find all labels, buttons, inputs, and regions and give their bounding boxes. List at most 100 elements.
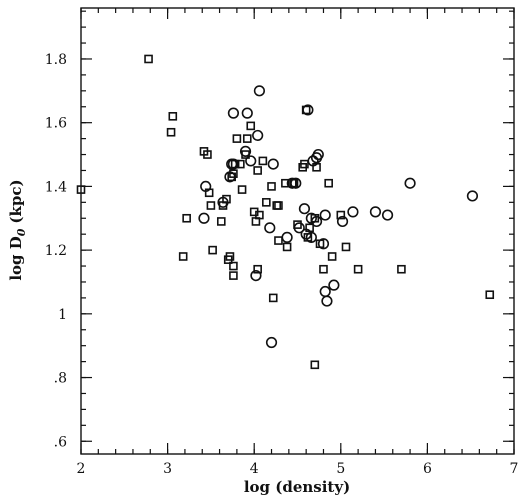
circle-marker <box>336 215 349 228</box>
x-tick-label: 4 <box>250 461 259 477</box>
y-axis-label-unit: (kpc) <box>7 179 25 223</box>
x-tick-label: 5 <box>336 461 345 477</box>
major-ticks <box>80 8 515 454</box>
circle-marker <box>290 177 302 189</box>
x-tick-labels: 2 3 4 5 6 7 <box>77 461 519 477</box>
circle-marker <box>252 129 264 142</box>
circle-marker <box>404 177 416 189</box>
circle-marker <box>466 190 479 202</box>
circle-marker <box>227 107 240 119</box>
square-marker <box>253 264 262 274</box>
square-marker <box>258 156 268 166</box>
square-marker <box>300 159 309 169</box>
square-marker <box>222 194 231 204</box>
circle-marker <box>245 155 257 167</box>
square-marker <box>182 213 191 223</box>
square-marker <box>166 127 176 137</box>
y-tick-label: 1.8 <box>45 52 67 68</box>
square-marker <box>324 178 333 188</box>
x-tick-label: 6 <box>423 461 432 477</box>
square-marker <box>232 134 242 143</box>
square-marker <box>397 264 406 274</box>
y-tick-label: 1.4 <box>45 179 67 195</box>
circle-marker <box>317 238 330 250</box>
circle-marker <box>298 203 311 215</box>
circle-marker <box>302 104 314 116</box>
minor-ticks <box>80 8 515 454</box>
y-tick-label: 1.6 <box>45 116 67 132</box>
y-axis-label-main: log D <box>7 236 25 280</box>
circle-marker <box>198 212 210 224</box>
circle-marker <box>312 148 324 161</box>
square-marker <box>178 252 188 261</box>
square-marker <box>208 245 217 255</box>
square-marker <box>267 182 276 191</box>
circle-marker <box>293 222 305 234</box>
y-tick-labels: .6 .8 1 1.2 1.4 1.6 1.8 <box>45 52 67 450</box>
square-marker <box>319 264 328 274</box>
circle-marker <box>265 336 278 349</box>
square-marker <box>144 54 153 64</box>
square-marker <box>336 210 346 220</box>
circle-marker <box>200 180 212 192</box>
circle-marker <box>286 177 298 189</box>
circle-marker <box>241 107 253 119</box>
circle-marker <box>305 231 317 243</box>
square-marker <box>327 252 337 261</box>
square-marker <box>225 252 235 261</box>
square-marker <box>229 271 238 280</box>
circle-marker <box>328 279 340 291</box>
square-marker <box>242 134 252 143</box>
circle-marker <box>319 285 331 298</box>
y-tick-label: 1.2 <box>45 243 67 259</box>
circle-marker <box>319 209 331 221</box>
circle-marker <box>227 158 240 170</box>
data-markers <box>76 54 495 370</box>
x-tick-label: 7 <box>510 461 519 477</box>
y-tick-label: .8 <box>54 371 67 387</box>
square-marker <box>310 360 320 370</box>
square-marker <box>274 236 283 245</box>
circle-marker <box>310 215 323 228</box>
plot-frame <box>80 7 515 455</box>
square-marker <box>268 293 278 303</box>
y-axis-label: log D0 (kpc) <box>7 179 28 280</box>
square-marker <box>255 210 264 220</box>
y-tick-label: 1 <box>58 307 67 323</box>
circle-marker <box>253 85 265 97</box>
circle-marker <box>321 295 333 307</box>
y-axis-label-subscript: 0 <box>15 228 28 236</box>
circle-marker <box>347 206 359 218</box>
square-marker <box>341 242 351 252</box>
square-marker <box>168 112 178 121</box>
square-marker <box>253 166 262 175</box>
square-marker <box>229 169 238 178</box>
square-marker <box>229 261 238 271</box>
square-marker <box>293 220 302 229</box>
x-axis-label: log (density) <box>244 478 350 495</box>
square-marker <box>262 198 271 207</box>
square-marker <box>485 290 495 300</box>
circle-marker <box>217 196 229 208</box>
circle-marker <box>264 222 276 234</box>
square-marker <box>206 201 216 210</box>
circle-marker <box>267 158 279 170</box>
square-marker <box>274 201 283 210</box>
circle-marker <box>250 270 262 282</box>
circle-marker <box>381 209 394 221</box>
x-tick-label: 3 <box>163 461 172 477</box>
square-marker <box>216 217 226 226</box>
square-marker <box>203 150 212 159</box>
square-marker <box>282 242 292 252</box>
y-tick-label: .6 <box>54 434 67 450</box>
x-tick-label: 2 <box>77 461 86 477</box>
square-marker <box>353 264 363 274</box>
circle-marker <box>224 171 236 183</box>
square-marker <box>76 185 86 194</box>
circle-marker <box>369 206 382 218</box>
square-marker <box>237 185 247 194</box>
circle-marker <box>239 145 252 157</box>
square-marker <box>246 121 256 131</box>
circle-marker <box>281 231 293 243</box>
